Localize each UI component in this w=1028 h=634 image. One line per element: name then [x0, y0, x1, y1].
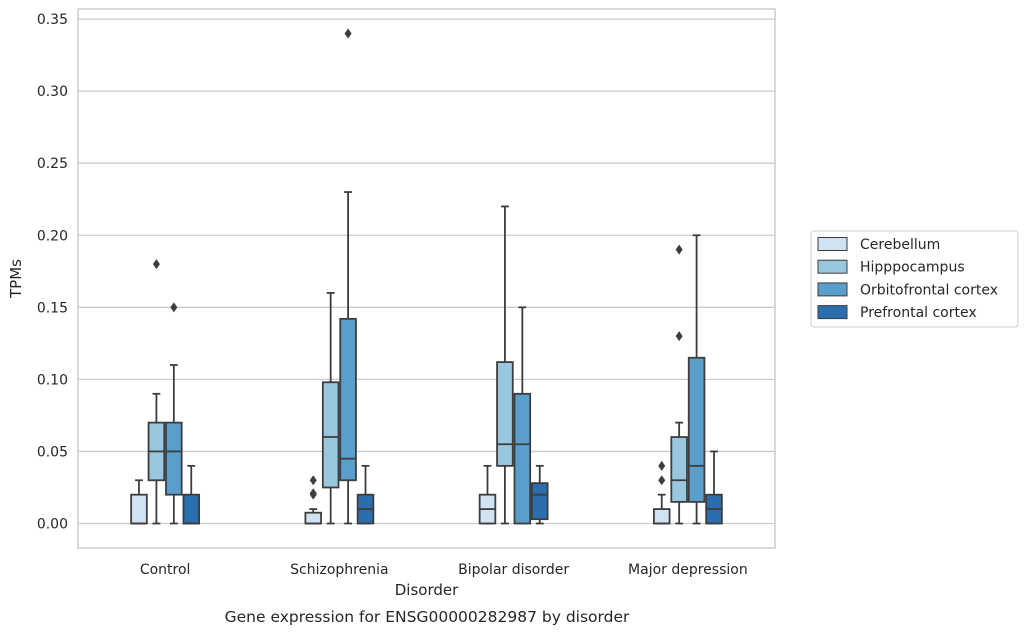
box-0-1	[304, 475, 322, 525]
box-0-2	[478, 464, 497, 525]
legend-label: Orbitofrontal cortex	[860, 282, 998, 298]
x-tick-labels: Control Schizophrenia Bipolar disorder Majo…	[140, 562, 748, 578]
y-tick-label: 0.20	[37, 228, 68, 244]
box-body	[496, 361, 514, 467]
box-body	[670, 436, 688, 503]
box-body	[321, 381, 340, 489]
box-2-0	[165, 302, 183, 525]
y-axis-title: TPMs	[7, 259, 25, 299]
box-body	[182, 493, 201, 525]
outlier-point	[309, 488, 317, 499]
outlier-point	[675, 331, 683, 342]
y-tick-label: 0.10	[37, 372, 68, 388]
y-tick-label: 0.05	[37, 444, 68, 460]
y-tick-label: 0.25	[37, 156, 68, 172]
legend-label: Cerebellum	[860, 237, 940, 253]
box-body	[165, 421, 183, 496]
outlier-point	[152, 259, 160, 270]
box-body	[531, 482, 549, 521]
box-2-2	[513, 306, 532, 525]
x-tick-label: Schizophrenia	[290, 562, 388, 578]
x-tick-label: Major depression	[628, 562, 748, 578]
box-body	[652, 508, 671, 525]
box-3-2	[531, 464, 549, 525]
legend-swatch	[817, 237, 848, 251]
box-3-3	[705, 450, 723, 525]
plot-frame	[77, 8, 776, 549]
outlier-point	[658, 475, 666, 486]
outlier-point	[675, 244, 683, 255]
outlier-point	[170, 302, 178, 313]
legend-swatch	[817, 282, 848, 297]
box-2-3	[687, 234, 706, 525]
y-tick-label: 0.30	[37, 84, 68, 100]
box-3-0	[182, 464, 201, 525]
x-tick-label: Control	[140, 562, 191, 578]
box-2-1	[339, 28, 357, 525]
y-tick-label: 0.35	[37, 12, 68, 28]
legend: Cerebellum Hipppocampus Orbitofrontal cort…	[810, 230, 1019, 328]
box-body	[304, 511, 322, 525]
box-body	[130, 493, 148, 525]
box-body	[339, 317, 357, 482]
box-1-0	[147, 259, 166, 525]
legend-label: Prefrontal cortex	[860, 305, 977, 321]
legend-swatch	[817, 259, 848, 274]
box-0-3	[652, 460, 671, 525]
box-body	[513, 392, 532, 525]
box-1-3	[670, 244, 688, 525]
y-tick-label: 0.00	[37, 517, 68, 533]
y-tick-label: 0.15	[37, 300, 68, 316]
grid-lines	[78, 18, 775, 525]
x-tick-label: Bipolar disorder	[458, 562, 569, 578]
box-1-2	[496, 205, 514, 525]
box-0-0	[130, 479, 148, 525]
chart-caption: Gene expression for ENSG00000282987 by d…	[225, 608, 630, 626]
box-1-1	[321, 292, 340, 525]
legend-frame	[810, 230, 1019, 328]
legend-swatch	[817, 305, 848, 320]
box-body	[687, 356, 706, 503]
outlier-point	[658, 460, 666, 471]
y-tick-labels: 0.00 0.05 0.10 0.15 0.20 0.25 0.30 0.35	[37, 12, 68, 532]
outlier-point	[344, 28, 352, 39]
legend-label: Hipppocampus	[860, 260, 965, 276]
box-3-1	[356, 464, 375, 525]
outlier-point	[309, 475, 317, 486]
x-axis-title: Disorder	[395, 581, 459, 599]
box-plots	[130, 28, 723, 525]
